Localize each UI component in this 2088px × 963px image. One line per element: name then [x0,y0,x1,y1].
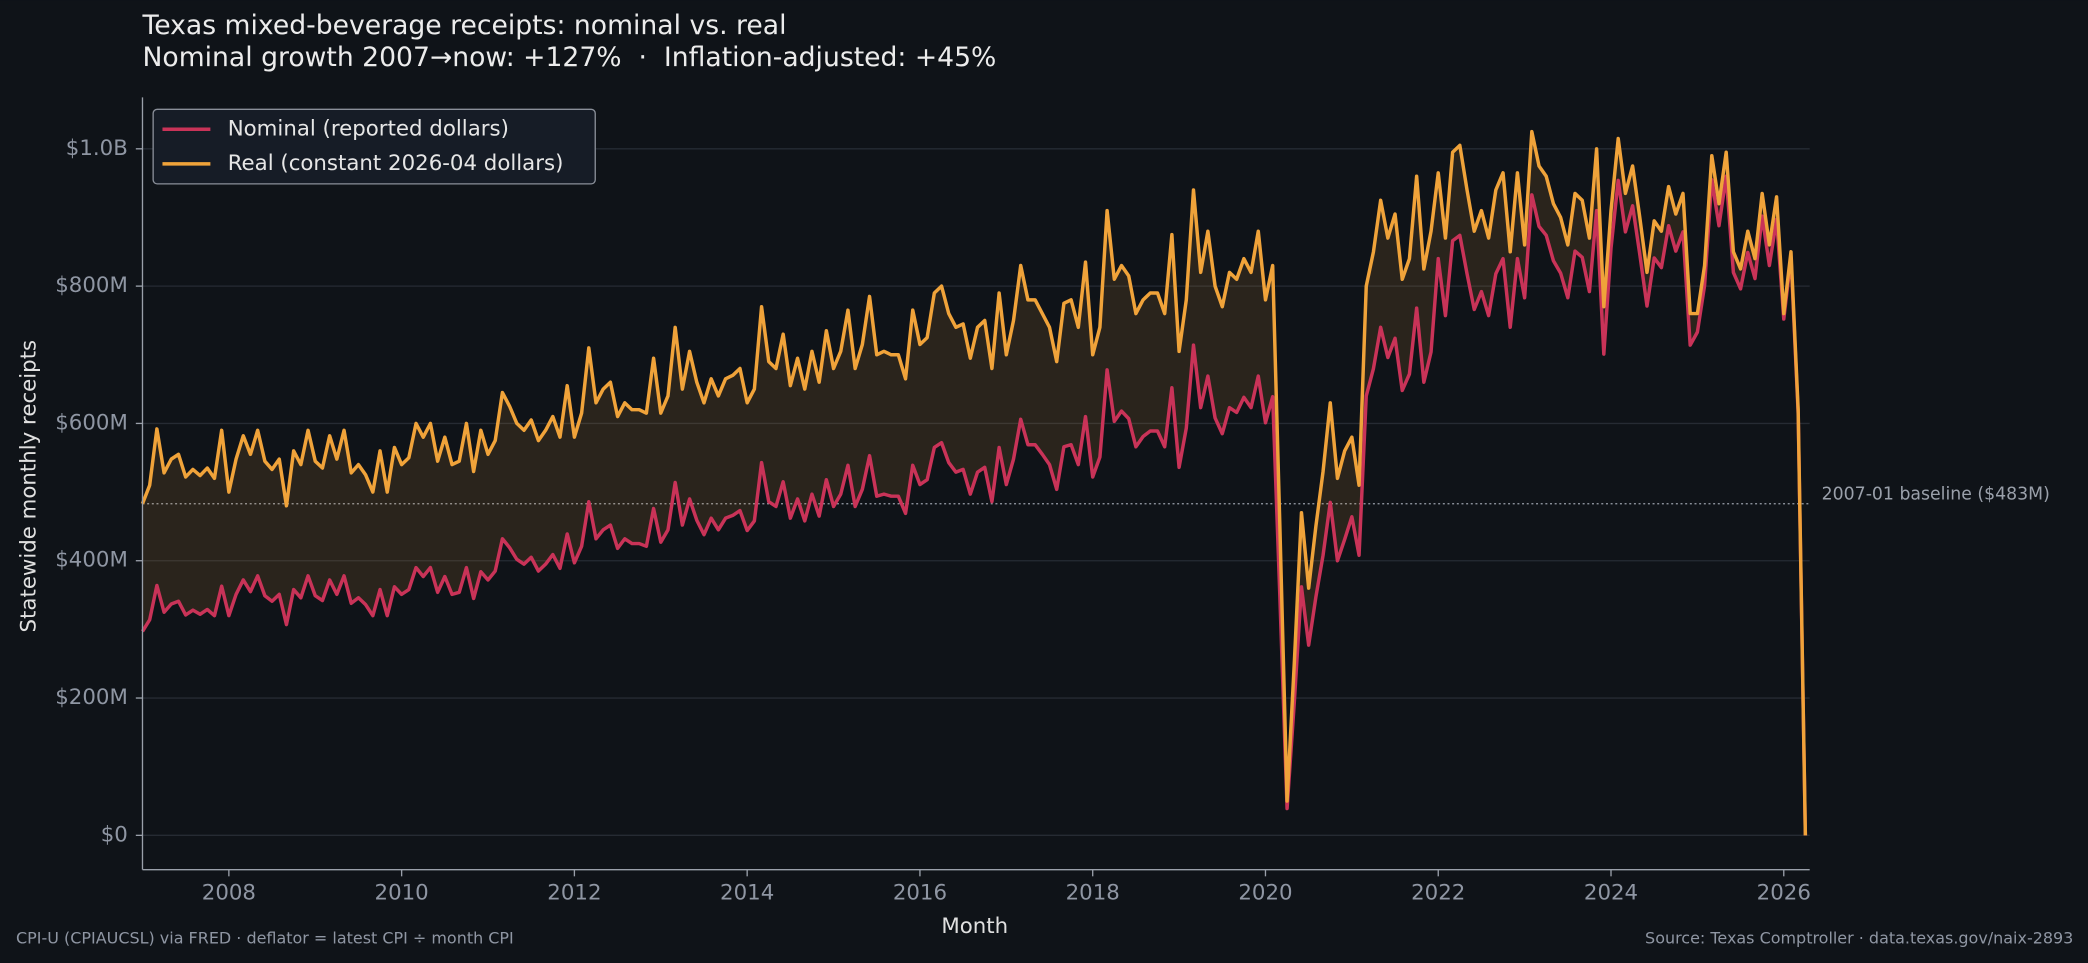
baseline-label: 2007-01 baseline ($483M) [1822,484,2050,504]
x-tick-label: 2012 [547,881,601,906]
series-line [141,174,1808,836]
x-tick-label: 2022 [1411,881,1465,906]
x-tick-label: 2016 [893,881,947,906]
y-tick-label: $200M [55,685,128,710]
x-tick-label: 2008 [202,881,256,906]
x-tick-label: 2018 [1066,881,1120,906]
legend-box [152,108,596,185]
legend-label: Nominal (reported dollars) [228,116,509,141]
legend-label: Real (constant 2026-04 dollars) [228,151,564,176]
x-tick-label: 2010 [375,881,429,906]
chart-subtitle: Nominal growth 2007→now: +127% · Inflati… [142,42,996,73]
y-axis-label: Statewide monthly receipts [16,340,41,633]
axes: $0 $200M $400M $600M $800M $1.0B 2008 2010 2012 2… [55,97,1811,906]
footnote-right: Source: Texas Comptroller · data.texas.g… [1645,928,2073,947]
y-tick-label: $600M [55,410,128,435]
chart-title: Texas mixed-beverage receipts: nominal v… [141,10,786,41]
plot-area: 2007-01 baseline ($483M) [140,129,2050,836]
legend: Nominal (reported dollars) Real (constant… [152,108,596,185]
footnote-left: CPI-U (CPIAUCSL) via FRED · deflator = l… [16,928,514,947]
x-tick-label: 2026 [1757,881,1811,906]
x-tick-label: 2024 [1584,881,1638,906]
y-tick-label: $800M [55,273,128,298]
gap-band [142,131,1806,836]
y-tick-label: $0 [101,822,128,847]
x-tick-label: 2014 [720,881,774,906]
x-axis-label: Month [941,914,1008,939]
y-tick-label: $1.0B [66,136,128,161]
x-tick-label: 2020 [1238,881,1292,906]
series-line [140,129,1808,836]
y-tick-label: $400M [55,548,128,573]
